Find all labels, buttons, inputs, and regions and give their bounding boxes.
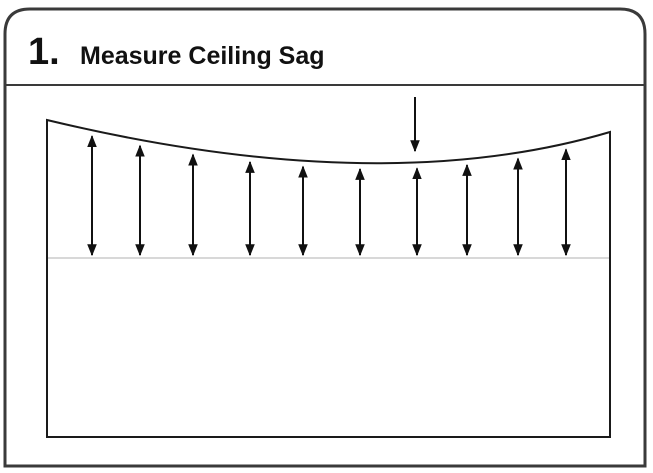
step-number: 1.	[28, 31, 60, 73]
measure-arrows	[87, 135, 571, 257]
step-title: Measure Ceiling Sag	[80, 42, 325, 70]
ceiling-outline	[46, 118, 611, 438]
